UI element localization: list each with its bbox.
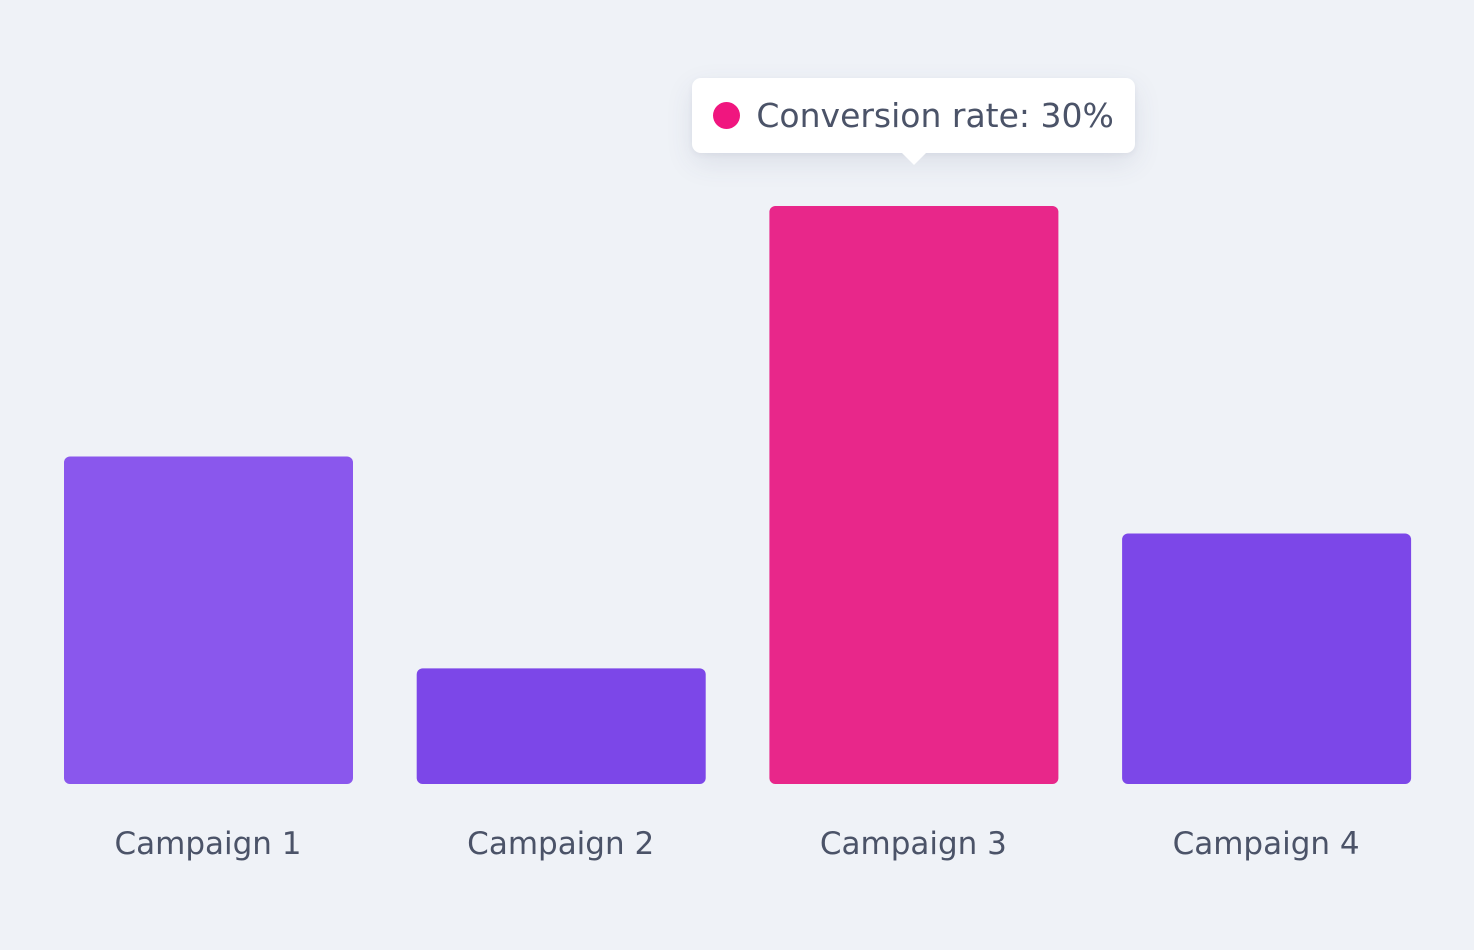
x-tick-label-campaign-1: Campaign 1	[114, 826, 302, 862]
bar-campaign-1[interactable]	[64, 456, 353, 785]
bar-campaign-3[interactable]	[769, 206, 1059, 784]
tooltip-label: Conversion rate: 30%	[756, 96, 1114, 135]
value-tooltip: Conversion rate: 30%	[692, 78, 1135, 165]
bar-campaign-4[interactable]	[1122, 533, 1412, 785]
series-dot-icon	[713, 102, 741, 129]
x-tick-label-campaign-2: Campaign 2	[467, 826, 655, 862]
bar-campaign-2[interactable]	[416, 668, 706, 784]
x-tick-label-campaign-4: Campaign 4	[1172, 826, 1360, 862]
x-tick-label-campaign-3: Campaign 3	[819, 826, 1007, 862]
tooltip-pointer	[901, 153, 926, 165]
